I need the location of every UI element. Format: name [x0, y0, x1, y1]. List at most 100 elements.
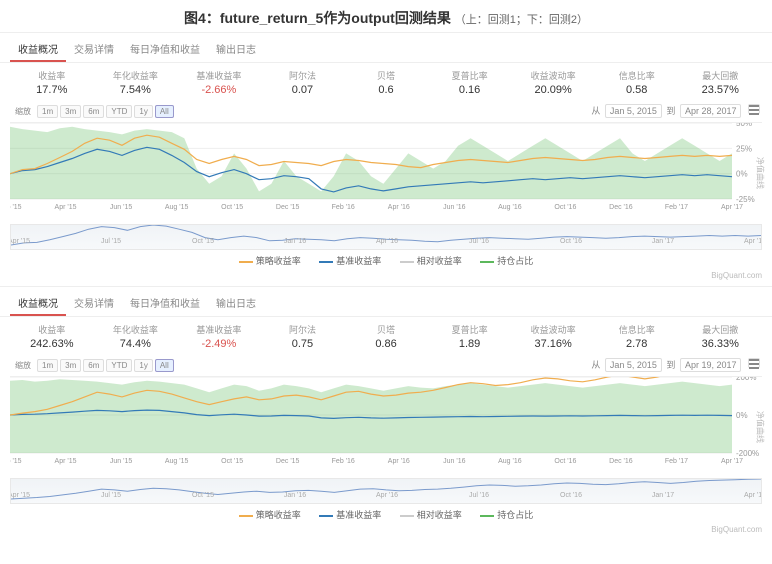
metric-label: 收益率: [10, 323, 94, 336]
metric-8: 最大回撤 36.33%: [679, 323, 763, 350]
svg-text:50%: 50%: [736, 123, 752, 128]
metric-value: -2.66%: [177, 84, 261, 96]
chart-legend: 策略收益率 基准收益率 相对收益率 持仓占比: [0, 504, 772, 525]
metric-7: 信息比率 0.58: [595, 69, 679, 96]
svg-text:Aug '15: Aug '15: [165, 204, 189, 211]
metric-value: -2.49%: [177, 338, 261, 350]
zoom-label: 缩放: [11, 105, 35, 118]
metric-label: 贝塔: [344, 69, 428, 82]
zoom-6m[interactable]: 6m: [83, 359, 104, 372]
metric-label: 贝塔: [344, 323, 428, 336]
navigator-chart[interactable]: Apr '15Jul '15Oct '15Jan '16Apr '16Jul '…: [11, 225, 761, 249]
svg-text:Apr '16: Apr '16: [388, 458, 410, 465]
title-sub: （上：回测1；下：回测2）: [455, 14, 588, 26]
metric-value: 0.75: [261, 338, 345, 350]
menu-icon[interactable]: [748, 104, 760, 114]
metric-value: 20.09%: [511, 84, 595, 96]
metric-label: 信息比率: [595, 69, 679, 82]
tab-2[interactable]: 每日净值和收益: [122, 37, 208, 60]
zoom-1y[interactable]: 1y: [134, 105, 152, 118]
metric-value: 37.16%: [511, 338, 595, 350]
navigator-chart[interactable]: Apr '15Jul '15Oct '15Jan '16Apr '16Jul '…: [11, 479, 761, 503]
zoom-All[interactable]: All: [155, 359, 174, 372]
svg-text:Jul '15: Jul '15: [101, 238, 121, 245]
metric-label: 收益波动率: [511, 323, 595, 336]
metric-label: 基准收益率: [177, 69, 261, 82]
date-from[interactable]: Jan 5, 2015: [605, 104, 662, 118]
svg-text:Oct '16: Oct '16: [554, 204, 576, 211]
tab-2[interactable]: 每日净值和收益: [122, 291, 208, 314]
metric-value: 17.7%: [10, 84, 94, 96]
zoom-row: 缩放1m3m6mYTD1yAll 从 Jan 5, 2015 到 Apr 19,…: [0, 356, 772, 376]
tab-0[interactable]: 收益概况: [10, 37, 66, 62]
menu-icon[interactable]: [748, 358, 760, 368]
date-range: 从 Jan 5, 2015 到 Apr 19, 2017: [591, 358, 762, 372]
metric-value: 74.4%: [94, 338, 178, 350]
metric-value: 0.16: [428, 84, 512, 96]
metric-value: 0.6: [344, 84, 428, 96]
legend-position: 持仓占比: [480, 256, 533, 266]
svg-text:Dec '15: Dec '15: [276, 204, 300, 211]
tab-1[interactable]: 交易详情: [66, 37, 122, 60]
metric-3: 阿尔法 0.07: [261, 69, 345, 96]
zoom-buttons: 缩放1m3m6mYTD1yAll: [10, 105, 175, 118]
svg-text:25%: 25%: [736, 144, 752, 153]
zoom-1m[interactable]: 1m: [37, 359, 58, 372]
svg-text:Aug '15: Aug '15: [165, 458, 189, 465]
svg-text:Jun '15: Jun '15: [110, 458, 132, 465]
zoom-6m[interactable]: 6m: [83, 105, 104, 118]
backtest-panel-1: 收益概况交易详情每日净值和收益输出日志 收益率 242.63% 年化收益率 74…: [0, 286, 772, 540]
metric-7: 信息比率 2.78: [595, 323, 679, 350]
metric-6: 收益波动率 20.09%: [511, 69, 595, 96]
title-main: 图4：future_return_5作为output回测结果: [184, 10, 451, 26]
svg-text:Oct '15: Oct '15: [221, 204, 243, 211]
navigator[interactable]: Apr '15Jul '15Oct '15Jan '16Apr '16Jul '…: [10, 224, 762, 250]
svg-text:Apr '16: Apr '16: [376, 238, 398, 245]
zoom-3m[interactable]: 3m: [60, 359, 81, 372]
metric-value: 2.78: [595, 338, 679, 350]
zoom-3m[interactable]: 3m: [60, 105, 81, 118]
metric-2: 基准收益率 -2.49%: [177, 323, 261, 350]
metric-value: 0.07: [261, 84, 345, 96]
metric-value: 1.89: [428, 338, 512, 350]
zoom-1y[interactable]: 1y: [134, 359, 152, 372]
svg-text:Apr '15: Apr '15: [11, 238, 30, 245]
metric-1: 年化收益率 7.54%: [94, 69, 178, 96]
svg-text:Jul '16: Jul '16: [469, 492, 489, 499]
figure-title: 图4：future_return_5作为output回测结果 （上：回测1；下：…: [0, 0, 772, 32]
zoom-YTD[interactable]: YTD: [106, 105, 132, 118]
svg-text:Oct '15: Oct '15: [192, 492, 214, 499]
tab-bar: 收益概况交易详情每日净值和收益输出日志: [0, 33, 772, 63]
svg-text:Jun '15: Jun '15: [110, 204, 132, 211]
date-from[interactable]: Jan 5, 2015: [605, 358, 662, 372]
svg-text:Feb '17: Feb '17: [665, 458, 688, 465]
tab-0[interactable]: 收益概况: [10, 291, 66, 316]
svg-text:0%: 0%: [736, 411, 748, 420]
metric-label: 阿尔法: [261, 323, 345, 336]
date-to[interactable]: Apr 28, 2017: [680, 104, 742, 118]
tab-3[interactable]: 输出日志: [208, 291, 264, 314]
metric-4: 贝塔 0.6: [344, 69, 428, 96]
brand-label: BigQuant.com: [0, 271, 772, 286]
zoom-1m[interactable]: 1m: [37, 105, 58, 118]
legend-benchmark: 基准收益率: [319, 256, 381, 266]
svg-text:Jan '16: Jan '16: [284, 492, 306, 499]
tab-bar: 收益概况交易详情每日净值和收益输出日志: [0, 287, 772, 317]
navigator[interactable]: Apr '15Jul '15Oct '15Jan '16Apr '16Jul '…: [10, 478, 762, 504]
svg-text:Oct '16: Oct '16: [560, 238, 582, 245]
metric-6: 收益波动率 37.16%: [511, 323, 595, 350]
metric-label: 夏普比率: [428, 323, 512, 336]
svg-text:Apr '16: Apr '16: [376, 492, 398, 499]
tab-1[interactable]: 交易详情: [66, 291, 122, 314]
metric-3: 阿尔法 0.75: [261, 323, 345, 350]
svg-text:Apr '17: Apr '17: [744, 238, 761, 245]
date-to[interactable]: Apr 19, 2017: [680, 358, 742, 372]
svg-text:Apr '17: Apr '17: [721, 204, 743, 211]
svg-text:0%: 0%: [736, 170, 748, 179]
tab-3[interactable]: 输出日志: [208, 37, 264, 60]
chart-area: -200%0%200% Feb '15Apr '15Jun '15Aug '15…: [10, 376, 762, 476]
zoom-YTD[interactable]: YTD: [106, 359, 132, 372]
metric-label: 阿尔法: [261, 69, 345, 82]
backtest-chart: -200%0%200% Feb '15Apr '15Jun '15Aug '15…: [10, 377, 762, 467]
zoom-All[interactable]: All: [155, 105, 174, 118]
